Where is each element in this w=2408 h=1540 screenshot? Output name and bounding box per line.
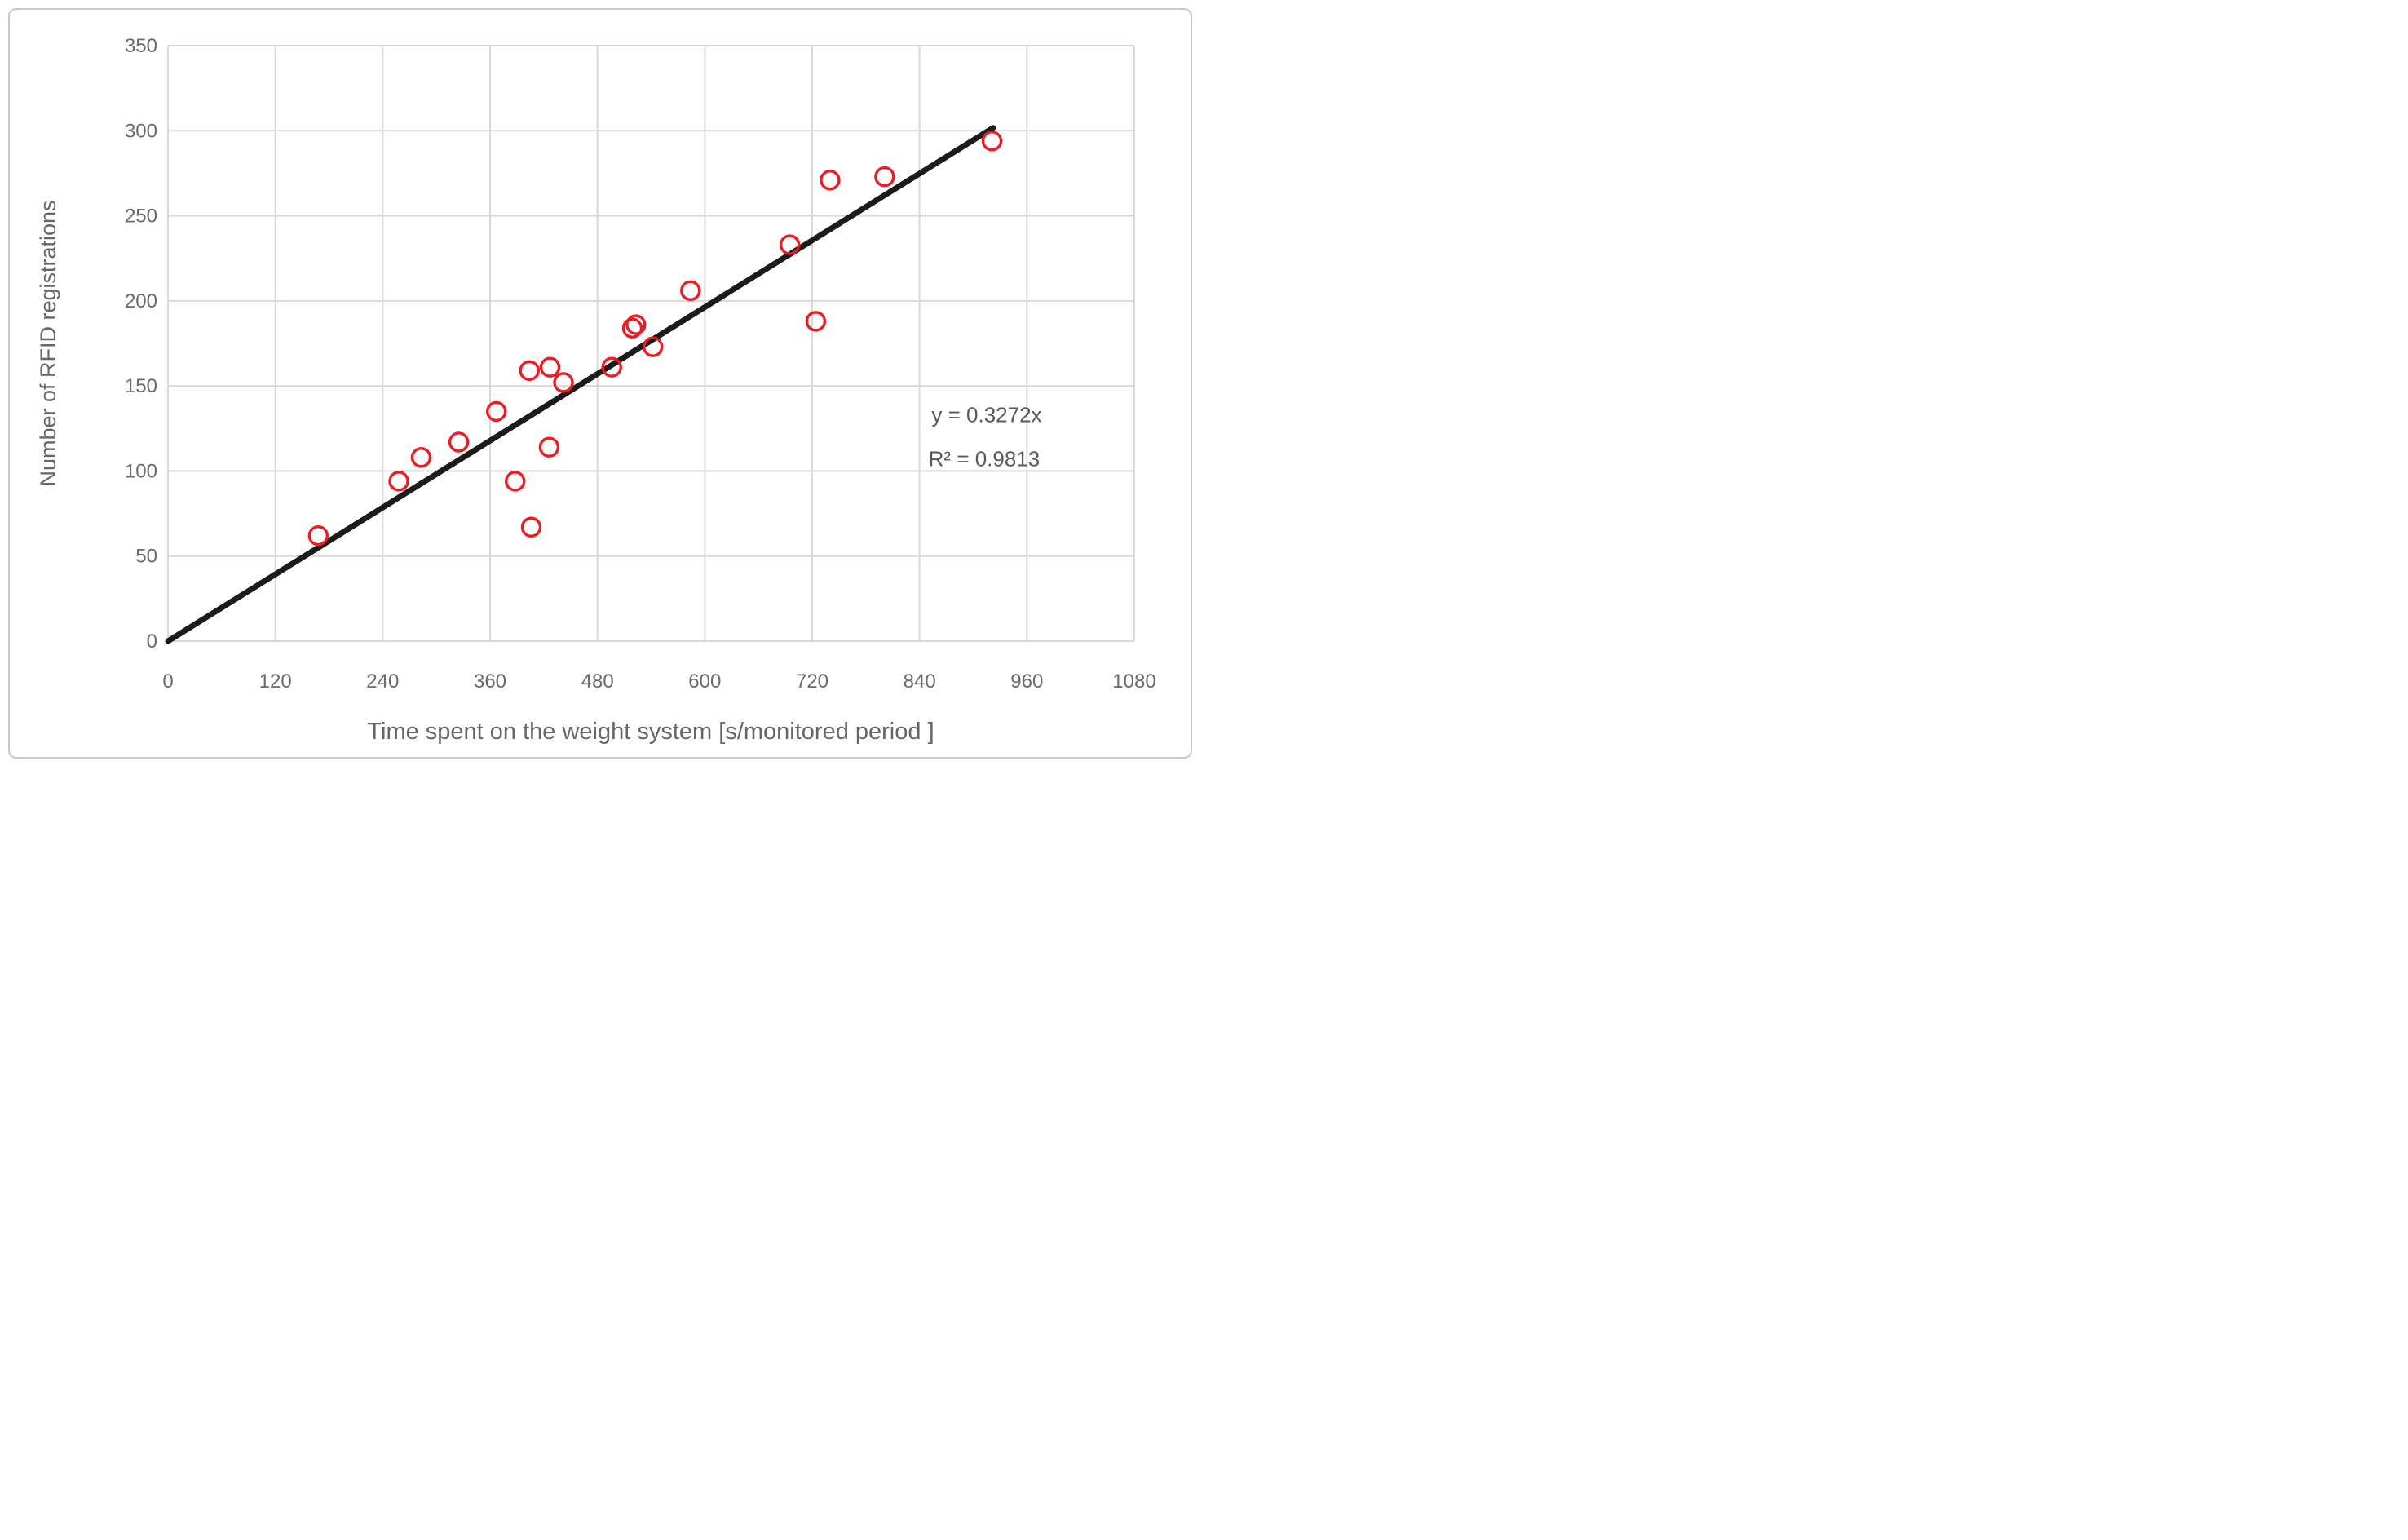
- data-point-marker: [388, 471, 409, 492]
- y-tick-label: 350: [125, 35, 157, 57]
- data-point-marker: [539, 356, 561, 378]
- x-tick-label: 240: [366, 670, 399, 693]
- data-point-marker: [553, 372, 574, 393]
- x-tick-label: 360: [474, 670, 506, 693]
- gridlines-layer: [167, 45, 1135, 642]
- x-axis-title: Time spent on the weight system [s/monit…: [367, 719, 934, 745]
- data-point-marker: [520, 516, 542, 538]
- y-tick-label: 200: [125, 290, 157, 312]
- data-point-marker: [505, 471, 526, 492]
- data-point-marker: [642, 336, 664, 357]
- data-points-layer: [307, 131, 1003, 547]
- x-tick-label: 960: [1010, 670, 1043, 693]
- data-point-marker: [485, 400, 507, 423]
- data-point-marker: [874, 166, 895, 188]
- x-tick-label: 720: [796, 670, 828, 693]
- data-point-marker: [410, 447, 432, 468]
- data-point-marker: [625, 314, 647, 335]
- trendline-r2-label: R² = 0.9813: [929, 447, 1041, 471]
- x-tick-label: 1080: [1112, 670, 1155, 693]
- x-tick-label: 840: [904, 670, 936, 693]
- data-point-marker: [621, 317, 643, 339]
- data-point-marker: [805, 311, 827, 332]
- tick-labels-layer: 0 120 240 360 480 600 720 840 960 1080 0 50 100 150 20…: [125, 35, 1156, 693]
- y-tick-label: 100: [125, 460, 157, 482]
- data-point-marker: [448, 431, 470, 453]
- data-point-marker: [601, 356, 622, 378]
- y-axis-title: Number of RFID registrations: [36, 200, 60, 486]
- y-tick-label: 250: [125, 206, 157, 228]
- trendline-layer: [165, 125, 996, 644]
- x-tick-label: 120: [259, 670, 292, 693]
- y-tick-label: 50: [135, 546, 157, 568]
- y-tick-label: 300: [125, 120, 157, 142]
- data-point-marker: [820, 170, 841, 191]
- data-point-marker: [779, 234, 801, 255]
- data-point-marker: [981, 131, 1003, 152]
- scatter-chart: 0 120 240 360 480 600 720 840 960 1080 0 50 100 150 20…: [36, 35, 1156, 745]
- data-point-marker: [680, 280, 701, 302]
- data-point-marker: [519, 360, 540, 382]
- x-tick-label: 600: [688, 670, 721, 693]
- trendline-equation-label: y = 0.3272x: [931, 403, 1041, 427]
- data-point-marker: [538, 436, 560, 458]
- y-tick-label: 0: [147, 631, 157, 653]
- y-tick-label: 150: [125, 375, 157, 397]
- x-tick-label: 0: [162, 670, 173, 693]
- trendline: [165, 125, 996, 644]
- data-point-marker: [307, 524, 329, 547]
- x-tick-label: 480: [581, 670, 614, 693]
